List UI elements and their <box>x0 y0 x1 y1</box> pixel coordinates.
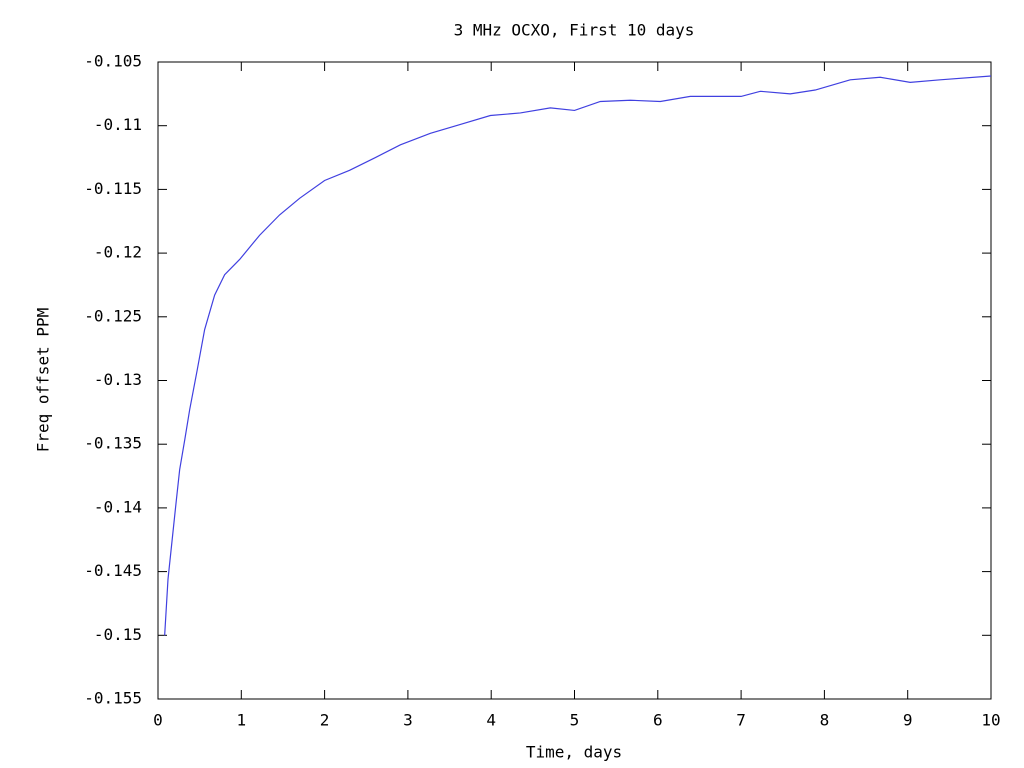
y-tick-label: -0.105 <box>84 52 142 71</box>
x-axis-label: Time, days <box>526 743 622 762</box>
x-tick-label: 6 <box>653 711 663 730</box>
x-tick-label: 1 <box>236 711 246 730</box>
y-tick-label: -0.11 <box>94 115 142 134</box>
y-tick-label: -0.125 <box>84 306 142 325</box>
plot-frame <box>157 61 992 700</box>
y-tick-label: -0.12 <box>94 243 142 262</box>
x-tick-label: 8 <box>820 711 830 730</box>
y-tick-label: -0.13 <box>94 370 142 389</box>
y-axis-label: Freq offset PPM <box>34 308 53 453</box>
x-tick-label: 7 <box>736 711 746 730</box>
y-tick-label: -0.155 <box>84 689 142 708</box>
y-tick-label: -0.14 <box>94 497 142 516</box>
x-tick-label: 4 <box>486 711 496 730</box>
chart-title: 3 MHz OCXO, First 10 days <box>454 21 695 40</box>
data-line <box>164 75 992 636</box>
y-tick-label: -0.145 <box>84 561 142 580</box>
y-tick-label: -0.115 <box>84 179 142 198</box>
x-tick-label: 3 <box>403 711 413 730</box>
x-tick-label: 0 <box>153 711 163 730</box>
y-tick-label: -0.135 <box>84 434 142 453</box>
x-tick-label: 9 <box>903 711 913 730</box>
x-tick-label: 10 <box>981 711 1000 730</box>
y-tick-label: -0.15 <box>94 625 142 644</box>
x-tick-label: 5 <box>570 711 580 730</box>
x-tick-label: 2 <box>320 711 330 730</box>
